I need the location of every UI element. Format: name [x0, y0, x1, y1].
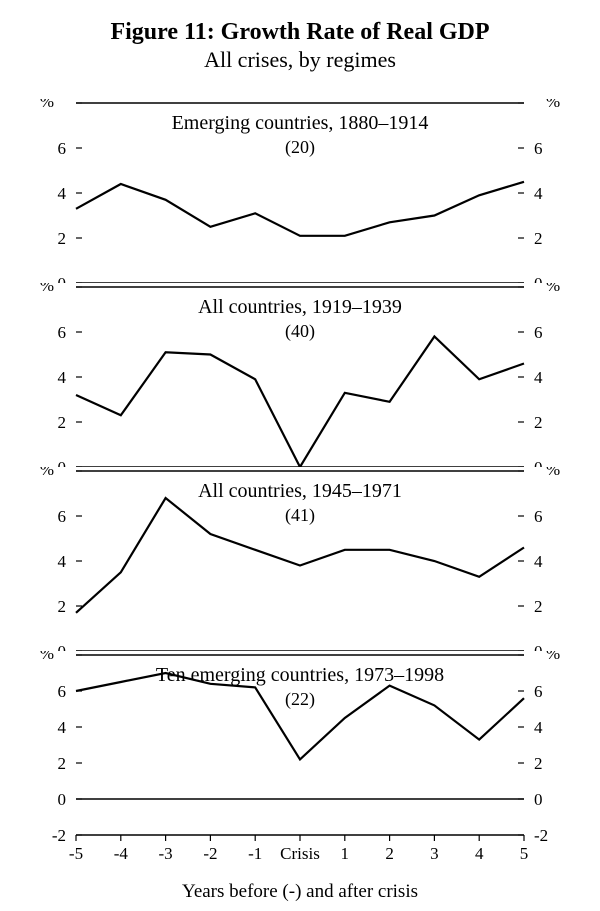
xtick-label: -1	[248, 844, 262, 863]
chart-panel-0: %% 0 0 2 2 4 4 6 6 Emerging countries, 1880–1914 (…	[20, 99, 580, 283]
ytick-label-right: 6	[534, 507, 543, 526]
xtick-label: 2	[385, 844, 394, 863]
xtick-label: -5	[69, 844, 83, 863]
ytick-label-right: -2	[534, 826, 548, 845]
data-line	[76, 337, 524, 468]
ytick-label-right: 6	[534, 323, 543, 342]
ytick-label-right: 4	[534, 552, 543, 571]
ytick-label-right: 2	[534, 413, 543, 432]
ytick-label-left: 4	[58, 184, 67, 203]
xtick-label: 4	[475, 844, 484, 863]
xtick-label: -4	[114, 844, 129, 863]
ytick-label-right: 2	[534, 597, 543, 616]
ytick-label-right: 6	[534, 682, 543, 701]
panel-title: All countries, 1945–1971	[198, 480, 402, 502]
panel-count: (22)	[285, 689, 315, 710]
xtick-label: -2	[203, 844, 217, 863]
ytick-label-right: 4	[534, 368, 543, 387]
y-symbol-right: %	[546, 467, 560, 479]
ytick-label-left: 0	[58, 458, 67, 467]
ytick-label-left: 2	[58, 229, 67, 248]
ytick-label-right: 2	[534, 229, 543, 248]
xtick-label: 5	[520, 844, 529, 863]
ytick-label-right: 6	[534, 139, 543, 158]
panel-3: %% -2 -2 0 0 2 2 4 4 6 6 -5 -4 -3 -2 -1 Crisis 1 2 3 4 5 Ten e…	[20, 651, 580, 877]
ytick-label-right: 2	[534, 754, 543, 773]
ytick-label-left: 0	[58, 274, 67, 283]
y-symbol-left: %	[40, 651, 54, 663]
panel-count: (20)	[285, 137, 315, 158]
panel-title: Ten emerging countries, 1973–1998	[156, 664, 444, 686]
ytick-label-left: 2	[58, 413, 67, 432]
chart-panel-3: %% -2 -2 0 0 2 2 4 4 6 6 -5 -4 -3 -2 -1 Crisis 1 2 3 4 5 Ten e…	[20, 651, 580, 877]
ytick-label-right: 0	[534, 274, 543, 283]
ytick-label-left: 2	[58, 754, 67, 773]
charts-area: %%00224466Emerging countries, 1880–1914(…	[20, 99, 580, 877]
ytick-label-left: 4	[58, 552, 67, 571]
y-symbol-left: %	[40, 99, 54, 111]
ytick-label-left: -2	[52, 826, 66, 845]
ytick-label-left: 0	[58, 790, 67, 809]
data-line	[76, 182, 524, 236]
ytick-label-right: 4	[534, 718, 543, 737]
xtick-label: 3	[430, 844, 439, 863]
ytick-label-right: 4	[534, 184, 543, 203]
panel-count: (41)	[285, 505, 315, 526]
x-axis-caption: Years before (-) and after crisis	[10, 881, 590, 903]
ytick-label-left: 0	[58, 642, 67, 651]
panel-0: %% 0 0 2 2 4 4 6 6 Emerging countries, 1880–1914 (…	[20, 99, 580, 283]
figure-subtitle: All crises, by regimes	[10, 47, 590, 73]
ytick-label-left: 6	[58, 139, 67, 158]
ytick-label-right: 0	[534, 790, 543, 809]
y-symbol-left: %	[40, 283, 54, 295]
panel-2: %% 0 0 2 2 4 4 6 6 All countries, 1945–1971 (41)	[20, 467, 580, 651]
y-symbol-left: %	[40, 467, 54, 479]
y-symbol-right: %	[546, 651, 560, 663]
y-symbol-right: %	[546, 283, 560, 295]
panel-1: %% 0 0 2 2 4 4 6 6 All countries, 1919–1939 (40)	[20, 283, 580, 467]
xtick-label: 1	[341, 844, 350, 863]
panel-title: Emerging countries, 1880–1914	[172, 112, 429, 134]
figure-container: Figure 11: Growth Rate of Real GDP All c…	[0, 0, 600, 903]
chart-panel-2: %% 0 0 2 2 4 4 6 6 All countries, 1945–1971 (41)	[20, 467, 580, 651]
ytick-label-left: 4	[58, 718, 67, 737]
ytick-label-left: 6	[58, 323, 67, 342]
ytick-label-right: 0	[534, 458, 543, 467]
ytick-label-left: 6	[58, 507, 67, 526]
panel-title: All countries, 1919–1939	[198, 296, 402, 318]
chart-panel-1: %% 0 0 2 2 4 4 6 6 All countries, 1919–1939 (40)	[20, 283, 580, 467]
ytick-label-left: 2	[58, 597, 67, 616]
panel-count: (40)	[285, 321, 315, 342]
xtick-label: Crisis	[280, 844, 320, 863]
ytick-label-right: 0	[534, 642, 543, 651]
xtick-label: -3	[159, 844, 173, 863]
y-symbol-right: %	[546, 99, 560, 111]
figure-title: Figure 11: Growth Rate of Real GDP	[10, 18, 590, 47]
ytick-label-left: 6	[58, 682, 67, 701]
ytick-label-left: 4	[58, 368, 67, 387]
